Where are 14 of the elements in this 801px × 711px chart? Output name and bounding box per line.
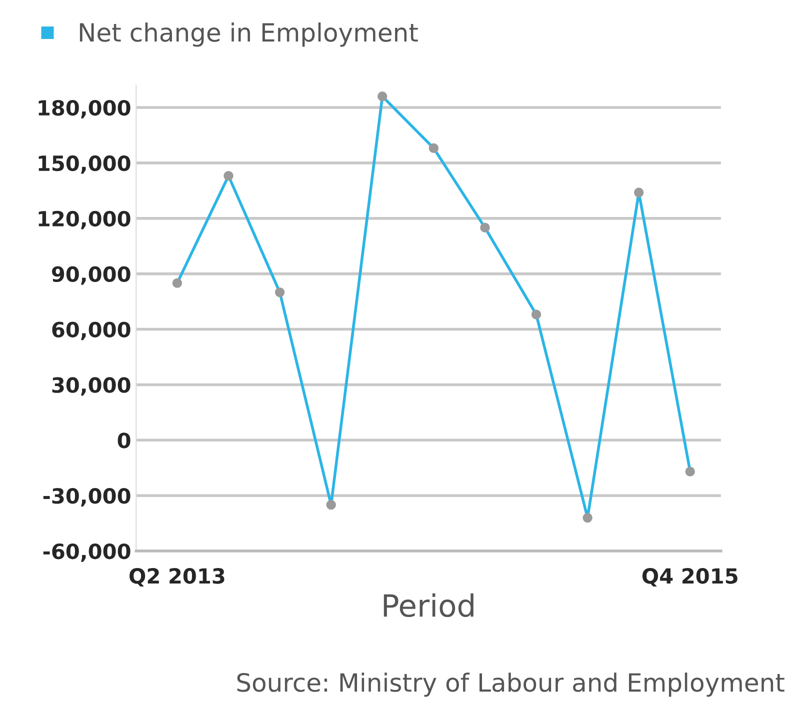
x-tick-label: Q4 2015: [642, 568, 738, 587]
y-tick-label: -30,000: [43, 488, 130, 506]
y-tick-label: 150,000: [38, 155, 130, 174]
y-tick-label: 0: [118, 432, 130, 448]
x-axis-title: Period: [384, 593, 474, 618]
y-tick-label: 120,000: [38, 210, 130, 230]
legend-label: Net change in Employment: [80, 22, 418, 47]
source-note: Source: Ministry of Labour and Employment: [237, 672, 784, 697]
y-tick-label: 180,000: [38, 100, 130, 118]
y-tick-label: 90,000: [52, 266, 130, 285]
y-tick-label: -60,000: [43, 543, 130, 562]
y-tick-label: 30,000: [52, 377, 130, 396]
y-tick-label: 60,000: [52, 322, 130, 340]
x-tick-label: Q2 2013: [130, 568, 224, 587]
